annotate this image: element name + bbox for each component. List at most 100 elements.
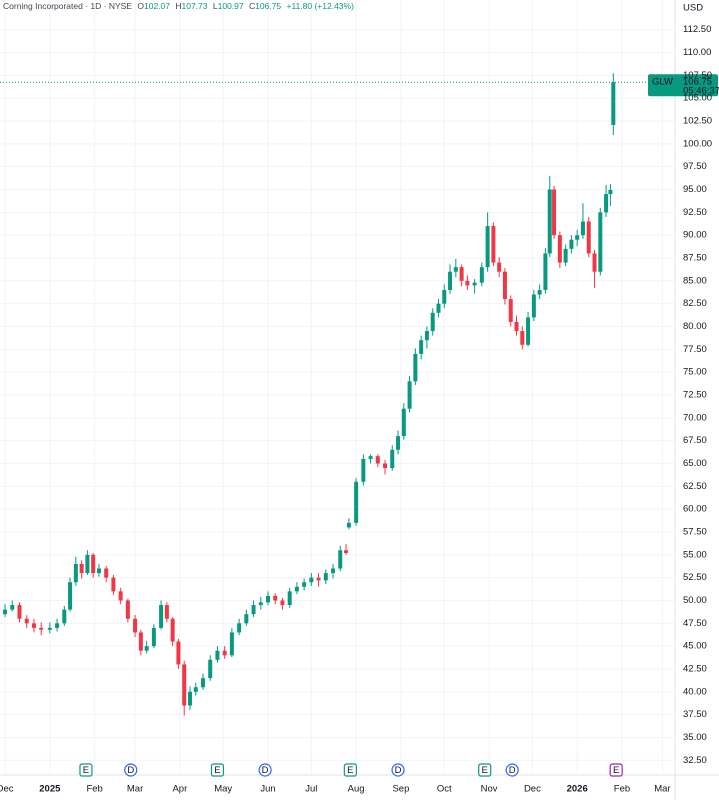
candle-body xyxy=(47,627,52,630)
y-tick-label: 112.50 xyxy=(683,24,711,35)
candle-body xyxy=(497,262,502,272)
y-tick-label: 47.50 xyxy=(683,618,707,629)
candle-body xyxy=(31,623,36,628)
candle-body xyxy=(273,595,278,601)
ohlc-value: 102.07 xyxy=(144,1,170,11)
candle-body xyxy=(302,582,307,587)
y-tick-label: 102.50 xyxy=(683,116,712,127)
candle-body xyxy=(215,650,220,660)
ohlc-letter: L xyxy=(213,1,218,11)
event-label: E xyxy=(347,765,353,776)
candle-body xyxy=(251,605,256,615)
y-tick-label: 70.00 xyxy=(683,412,707,423)
candle-body xyxy=(531,294,536,318)
event-marker xyxy=(258,763,272,777)
ohlc-value: 106.75 xyxy=(255,1,281,11)
x-tick-label: 2026 xyxy=(567,784,588,795)
countdown: 05:46:37 xyxy=(683,86,719,97)
x-tick-label: Mar xyxy=(127,784,143,795)
y-tick-label: 87.50 xyxy=(683,253,707,264)
candle-body xyxy=(229,632,234,656)
candle-body xyxy=(164,605,169,619)
candle-body xyxy=(557,235,562,263)
candle-body xyxy=(413,353,418,382)
candle-body xyxy=(111,577,116,592)
candle-body xyxy=(237,623,242,633)
x-tick-label: Dec xyxy=(0,784,14,795)
y-tick-label: 45.00 xyxy=(683,641,707,652)
candle-body xyxy=(586,221,591,254)
candle-body xyxy=(85,554,90,574)
candle-body xyxy=(514,321,519,332)
x-tick-label: Oct xyxy=(437,784,452,795)
candle-body xyxy=(592,253,597,272)
event-label: E xyxy=(214,765,220,776)
y-tick-label: 52.50 xyxy=(683,572,707,583)
x-tick-label: Nov xyxy=(481,784,498,795)
candle-body xyxy=(407,381,412,409)
x-tick-label: Aug xyxy=(348,784,365,795)
candle-body xyxy=(598,212,603,272)
candle-body xyxy=(508,299,513,322)
candle-body xyxy=(604,194,609,213)
candle-body xyxy=(144,646,149,651)
grid xyxy=(0,0,675,775)
event-marker xyxy=(478,763,492,777)
x-tick-label: Jun xyxy=(260,784,275,795)
candle-body xyxy=(55,623,60,628)
candle-body xyxy=(133,618,138,633)
candle-body xyxy=(611,82,616,125)
last-price-badge xyxy=(648,74,718,97)
candle-body xyxy=(151,627,156,647)
y-tick-label: 60.00 xyxy=(683,504,707,515)
y-tick-label: 50.00 xyxy=(683,595,707,606)
candle-body xyxy=(24,618,29,624)
candle-body xyxy=(331,568,336,574)
candle-body xyxy=(10,605,15,610)
candle-body xyxy=(580,221,585,236)
candle-body xyxy=(176,641,181,665)
y-tick-label: 82.50 xyxy=(683,298,707,309)
candle-body xyxy=(182,664,187,706)
candle-body xyxy=(125,600,130,619)
y-tick-label: 42.50 xyxy=(683,663,707,674)
candle-body xyxy=(396,436,401,450)
y-tick-label: 72.50 xyxy=(683,390,707,401)
y-tick-label: 67.50 xyxy=(683,435,707,446)
candle-body xyxy=(419,340,424,354)
event-label: E xyxy=(482,765,488,776)
candle-body xyxy=(244,614,249,624)
candle-body xyxy=(3,609,8,615)
candle-body xyxy=(453,267,458,272)
candle-body xyxy=(200,678,205,688)
candle-body xyxy=(537,289,542,295)
candle-body xyxy=(280,600,285,606)
y-tick-label: 80.00 xyxy=(683,321,707,332)
event-marker xyxy=(79,763,93,777)
candle-body xyxy=(552,189,557,236)
y-tick-label: 75.00 xyxy=(683,367,707,378)
candle-body xyxy=(338,550,343,569)
y-tick-label: 100.00 xyxy=(683,138,712,149)
candle-body xyxy=(68,582,73,610)
event-marker xyxy=(124,763,138,777)
y-tick-label: 85.00 xyxy=(683,275,707,286)
ohlc-value: 100.97 xyxy=(218,1,244,11)
y-tick-label: 62.50 xyxy=(683,481,707,492)
candle-body xyxy=(294,586,299,592)
y-tick-label: 35.00 xyxy=(683,732,707,743)
event-marker xyxy=(210,763,225,777)
candle-body xyxy=(118,591,123,601)
candle-body xyxy=(383,463,388,469)
candle-body xyxy=(316,577,321,581)
candle-body xyxy=(39,627,44,630)
candle-body xyxy=(459,267,464,281)
event-marker xyxy=(391,763,405,777)
candle-body xyxy=(424,331,429,341)
y-tick-label: 77.50 xyxy=(683,344,707,355)
x-tick-label: Feb xyxy=(86,784,102,795)
candle-body xyxy=(390,449,395,469)
header-title: Corning Incorporated · 1D · NYSE xyxy=(3,1,132,11)
candle-body xyxy=(104,568,109,578)
